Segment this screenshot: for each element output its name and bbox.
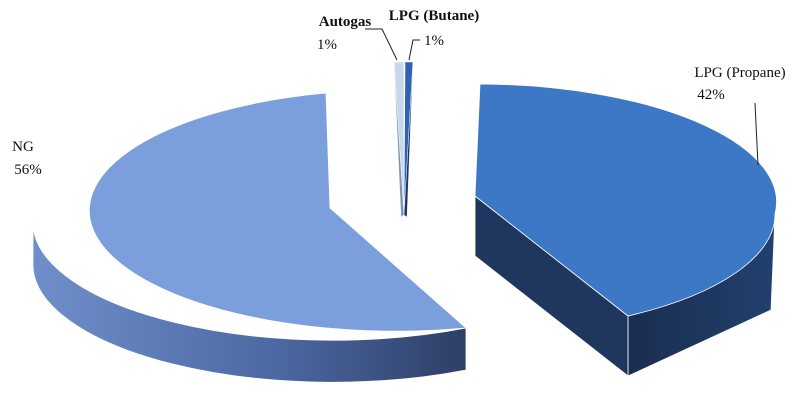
leader-line-lpg-butane	[408, 39, 420, 61]
slice-autogas-side	[393, 61, 405, 218]
slice-lpg-propane	[474, 83, 777, 377]
label-lpg-propane-value: 42%	[697, 87, 725, 103]
leader-line-lpg-propane	[754, 102, 759, 166]
leader-line-autogas	[365, 28, 398, 61]
label-lpg-butane-name: LPG (Butane)	[389, 8, 479, 24]
label-ng-value: 56%	[14, 162, 42, 178]
slice-lpg-propane-top	[474, 83, 777, 317]
label-lpg-propane-name: LPG (Propane)	[694, 65, 785, 81]
slice-ng-top	[88, 92, 467, 332]
label-autogas-name: Autogas	[319, 14, 372, 30]
slice-ng-side	[32, 221, 467, 383]
slice-lpg-butane	[403, 61, 414, 218]
label-ng-name: NG	[12, 139, 34, 155]
label-lpg-butane-value: 1%	[424, 33, 444, 49]
slice-autogas	[393, 61, 405, 218]
slice-lpg-butane-side	[403, 61, 414, 218]
slice-ng	[32, 92, 467, 383]
label-autogas-value: 1%	[317, 37, 337, 53]
